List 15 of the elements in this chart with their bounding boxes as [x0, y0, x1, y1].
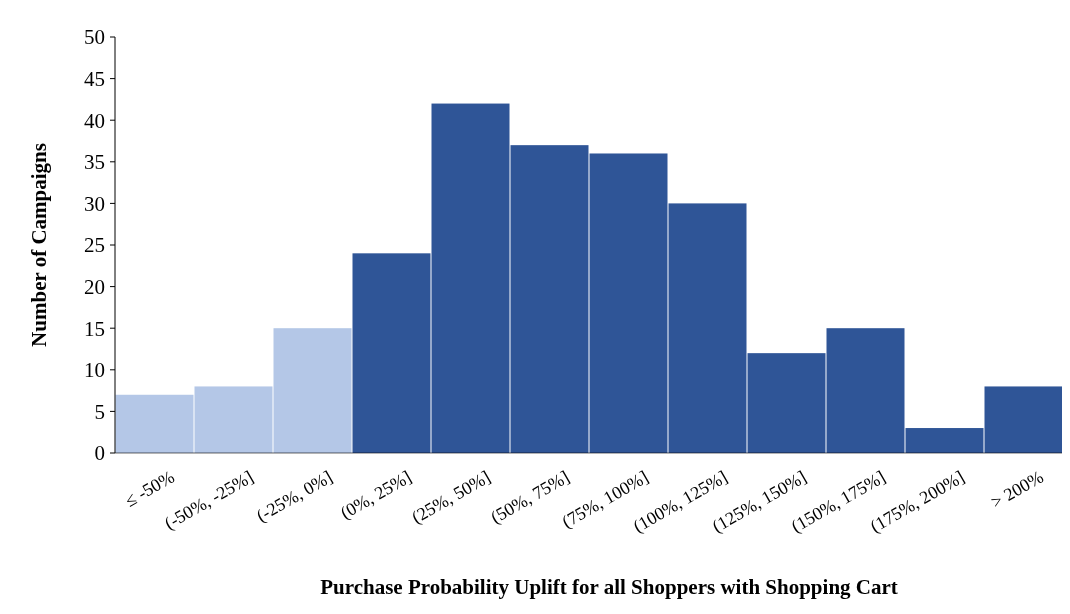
- y-tick-label: 20: [84, 274, 105, 299]
- y-tick-label: 35: [84, 150, 105, 175]
- y-tick-label: 15: [84, 316, 105, 341]
- x-tick-label: > 200%: [987, 466, 1047, 513]
- y-tick-label: 45: [84, 66, 105, 91]
- y-tick-label: 0: [94, 441, 105, 466]
- y-tick-label: 25: [84, 233, 105, 258]
- y-tick-label: 40: [84, 108, 105, 133]
- y-tick-label: 50: [84, 25, 105, 50]
- y-tick-label: 10: [84, 358, 105, 383]
- y-tick-label: 30: [84, 191, 105, 216]
- x-axis-title: Purchase Probability Uplift for all Shoppers with Shopping Cart: [320, 575, 898, 599]
- x-tick-label: ≤ -50%: [121, 466, 178, 511]
- y-axis-title: Number of Campaigns: [27, 143, 51, 347]
- y-tick-label: 5: [94, 399, 105, 424]
